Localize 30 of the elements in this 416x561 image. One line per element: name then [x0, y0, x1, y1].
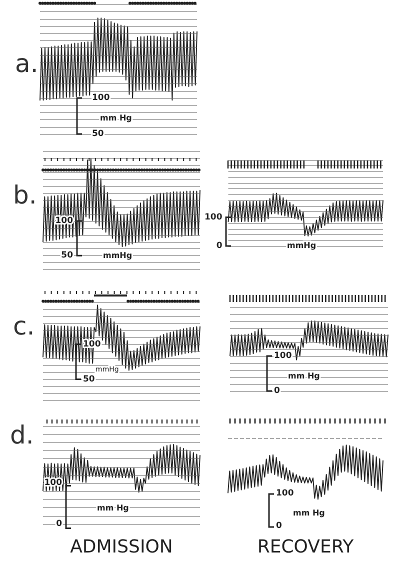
y-tick-label: 100 [276, 488, 294, 498]
x-axis-title: ADMISSION [70, 536, 173, 558]
line-series [42, 304, 200, 371]
y-tick-label: 0 [216, 241, 222, 251]
y-axis-title: mm Hg [293, 508, 326, 518]
line-series [42, 158, 200, 248]
y-axis-title: mm Hg [97, 504, 130, 513]
line-series [42, 444, 200, 493]
y-tick-label: 50 [83, 374, 95, 384]
y-axis-title: mmHg [103, 251, 132, 260]
text: b. [13, 180, 37, 210]
y-tick-label: 0 [274, 386, 280, 396]
text: a. [15, 49, 38, 78]
y-tick-label: 0 [276, 521, 282, 531]
y-tick-label: 100 [274, 351, 292, 361]
x-axis-title: RECOVERY [257, 536, 355, 558]
y-tick-label: 50 [92, 129, 104, 139]
y-tick-label: 100 [204, 212, 222, 222]
y-axis-title: mm Hg [100, 114, 132, 122]
y-tick-label: 100 [92, 93, 110, 103]
y-tick-label: 0 [56, 519, 62, 529]
y-axis-title: mmHg [287, 241, 316, 250]
line-series [228, 444, 384, 500]
line-series [228, 192, 384, 236]
y-axis-title: mm Hg [288, 372, 320, 380]
line-series [40, 18, 198, 101]
chart-title: d. [10, 420, 34, 450]
y-tick-label: 50 [61, 250, 74, 261]
chart-title: c. [13, 312, 35, 340]
line-series [230, 320, 388, 360]
